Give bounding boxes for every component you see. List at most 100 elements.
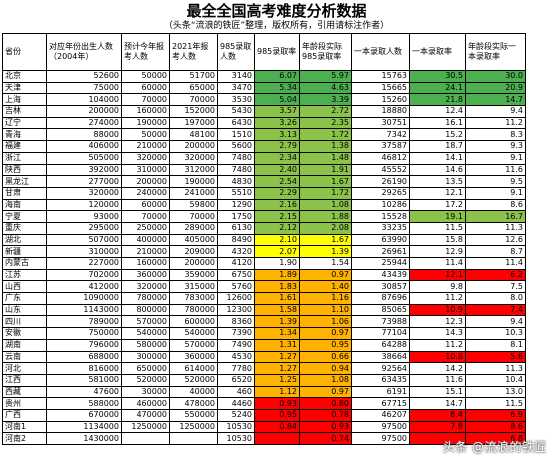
rate-985-cell: 1.27 [254,350,300,364]
birth-count-cell: 789000 [46,315,122,329]
admitted-985-cell: 3530 [217,93,255,107]
admitted-985-cell: 4320 [217,245,255,258]
age-rate-985-cell: 1.88 [299,210,352,223]
rate-tier1-cell: 15.8 [409,233,466,247]
applicants-2021-cell: 152000 [169,105,218,118]
rate-tier1-cell: 12.1 [409,268,466,282]
admitted-985-cell: 7390 [217,327,255,340]
province-cell: 吉林 [2,105,47,118]
rate-985-cell: 3.26 [254,116,300,130]
age-rate-985-cell: 2.72 [299,105,352,118]
birth-count-cell: 1430000 [46,432,122,445]
rate-985-cell: 1.89 [254,268,300,282]
header-985-rate: 985录取率 [254,33,300,71]
age-rate-985-cell: 0.95 [299,338,352,352]
rate-tier1-cell: 30.5 [409,70,466,83]
admitted-tier1-cell: 10286 [351,198,410,212]
expected-applicants-cell: 570000 [121,315,170,329]
rate-985-cell: 6.07 [254,70,300,83]
age-rate-985-cell: 1.10 [299,303,352,317]
table-row: 上海 104000 70000 70000 3530 5.04 3.39 15260 21.8 1… [2,93,526,107]
admitted-985-cell: 4830 [217,175,255,188]
province-cell: 宁夏 [2,210,47,223]
province-cell: 浙江 [2,151,47,165]
expected-applicants-cell: 520000 [121,373,170,387]
admitted-tier1-cell: 37587 [351,140,410,153]
table-row: 天津 75000 60000 65000 3470 5.34 4.63 15665 24.1 20… [2,81,526,95]
birth-count-cell: 507000 [46,233,122,247]
admitted-985-cell: 8360 [217,315,255,329]
admitted-985-cell: 5510 [217,186,255,200]
admitted-985-cell: 5600 [217,140,255,153]
province-cell: 山东 [2,303,47,317]
table-row: 湖南 796000 580000 570000 7490 1.31 0.95 64288 11.… [2,338,526,352]
province-cell: 内蒙古 [2,257,47,270]
rate-985-cell: 0.95 [254,408,300,422]
applicants-2021-cell [169,432,218,445]
expected-applicants-cell: 160000 [121,257,170,270]
age-rate-tier1-cell: 6.2 [465,268,526,282]
table-row: 山东 1143000 800000 780000 12300 1.58 1.10 85065 1… [2,303,526,317]
table-row: 广西 670000 470000 550000 5240 0.95 0.78 46207 8.4… [2,408,526,422]
rate-985-cell: 2.29 [254,186,300,200]
rate-985-cell: 0.84 [254,420,300,434]
expected-applicants-cell: 210000 [121,245,170,258]
header-age-tier1-rate: 年龄段实际一本录取率 [465,33,526,71]
header-age-985-rate: 年龄段实际985录取率 [299,33,352,71]
expected-applicants-cell: 780000 [121,292,170,305]
birth-count-cell: 274000 [46,116,122,130]
age-rate-985-cell: 1.54 [299,257,352,270]
age-rate-985-cell: 3.39 [299,93,352,107]
birth-count-cell: 88000 [46,128,122,142]
admitted-tier1-cell: 25944 [351,257,410,270]
applicants-2021-cell: 360000 [169,350,218,364]
admitted-985-cell: 10530 [217,420,255,434]
rate-tier1-cell: 16.1 [409,116,466,130]
age-rate-985-cell: 0.80 [299,397,352,410]
admitted-tier1-cell: 97500 [351,432,410,445]
age-rate-tier1-cell: 9.1 [465,151,526,165]
rate-985-cell: 3.13 [254,128,300,142]
rate-tier1-cell: 14.6 [409,163,466,177]
birth-count-cell: 505000 [46,151,122,165]
age-rate-985-cell: 1.08 [299,373,352,387]
admitted-tier1-cell: 29265 [351,186,410,200]
age-rate-985-cell: 1.38 [299,140,352,153]
expected-applicants-cell: 320000 [121,151,170,165]
province-cell: 西藏 [2,385,47,399]
applicants-2021-cell: 540000 [169,327,218,340]
province-cell: 贵州 [2,397,47,410]
rate-985-cell: 1.27 [254,362,300,375]
expected-applicants-cell: 460000 [121,397,170,410]
admitted-985-cell: 7480 [217,151,255,165]
province-cell: 青海 [2,128,47,142]
applicants-2021-cell: 614000 [169,362,218,375]
header-985-admitted: 985录取人数 [217,33,255,71]
applicants-2021-cell: 320000 [169,151,218,165]
province-cell: 江西 [2,373,47,387]
admitted-tier1-cell: 7342 [351,128,410,142]
province-cell: 河北 [2,362,47,375]
admitted-tier1-cell: 46207 [351,408,410,422]
table-row: 云南 688000 300000 360000 4530 1.27 0.66 38664 10.… [2,350,526,364]
age-rate-tier1-cell: 6.8 [465,432,526,445]
age-rate-985-cell: 2.08 [299,221,352,235]
applicants-2021-cell: 359000 [169,268,218,282]
age-rate-tier1-cell: 13.0 [465,385,526,399]
table-body: 北京 52600 50000 51700 3140 6.07 5.97 15763 30.5 30… [2,70,526,445]
admitted-985-cell: 4120 [217,257,255,270]
rate-tier1-cell: 12.1 [409,186,466,200]
admitted-tier1-cell: 15763 [351,70,410,83]
admitted-tier1-cell: 64288 [351,338,410,352]
birth-count-cell: 104000 [46,93,122,107]
age-rate-tier1-cell: 8.6 [465,198,526,212]
birth-count-cell: 295000 [46,221,122,235]
expected-applicants-cell: 160000 [121,105,170,118]
applicants-2021-cell: 51700 [169,70,218,83]
expected-applicants-cell: 70000 [121,210,170,223]
rate-985-cell: 1.31 [254,338,300,352]
admitted-985-cell: 3470 [217,81,255,95]
age-rate-tier1-cell: 8.1 [465,338,526,352]
admitted-tier1-cell: 15528 [351,210,410,223]
birth-count-cell: 750000 [46,327,122,340]
